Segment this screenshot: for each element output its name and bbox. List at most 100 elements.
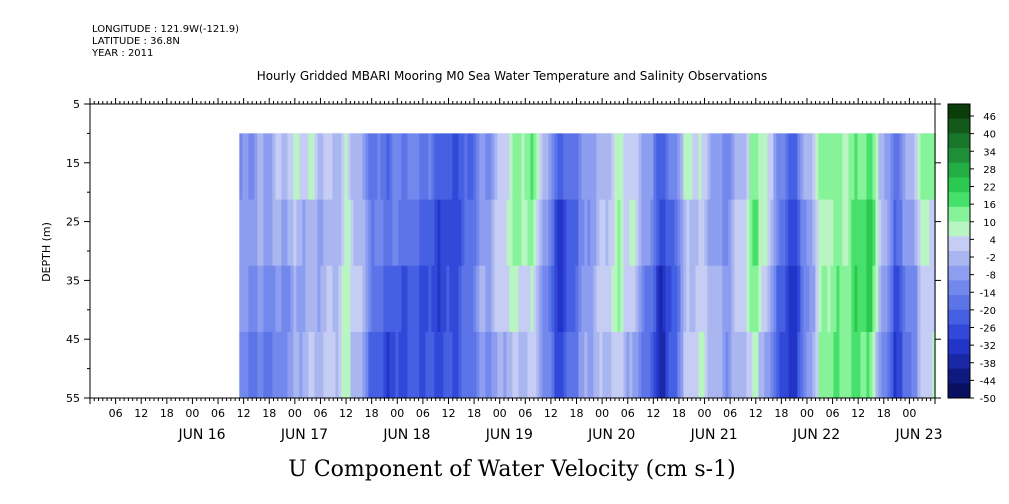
velocity-cell [638, 331, 642, 399]
velocity-cell [677, 199, 681, 267]
velocity-cell [614, 331, 618, 399]
velocity-cell [917, 199, 921, 267]
velocity-cell [626, 199, 630, 267]
velocity-cell [533, 133, 537, 201]
velocity-cell [608, 199, 612, 267]
colorbar-swatch [948, 192, 970, 208]
velocity-cell [452, 331, 456, 399]
x-hour-label: 06 [621, 407, 635, 420]
velocity-cell [371, 331, 375, 399]
velocity-cell [245, 199, 249, 267]
velocity-cell [824, 199, 828, 267]
velocity-cell [308, 199, 312, 267]
velocity-cell [413, 331, 417, 399]
velocity-cell [707, 265, 711, 333]
velocity-cell [677, 265, 681, 333]
velocity-cell [914, 265, 918, 333]
velocity-cell [617, 265, 621, 333]
velocity-cell [905, 265, 909, 333]
colorbar-label: -8 [986, 271, 996, 282]
velocity-cell [518, 133, 522, 201]
velocity-cell [494, 199, 498, 267]
velocity-cell [869, 331, 873, 399]
velocity-cell [911, 199, 915, 267]
velocity-cell [362, 199, 366, 267]
velocity-cell [635, 133, 639, 201]
velocity-cell [770, 199, 774, 267]
velocity-cell [563, 199, 567, 267]
velocity-cell [770, 265, 774, 333]
velocity-cell [500, 133, 504, 201]
velocity-cell [320, 199, 324, 267]
velocity-cell [437, 133, 441, 201]
velocity-cell [836, 133, 840, 201]
velocity-cell [416, 133, 420, 201]
velocity-cell [818, 331, 822, 399]
velocity-cell [881, 331, 885, 399]
velocity-cell [707, 199, 711, 267]
velocity-cell [494, 133, 498, 201]
colorbar-label: 28 [983, 165, 996, 176]
velocity-cell [623, 199, 627, 267]
x-hour-label: 12 [544, 407, 558, 420]
velocity-cell [821, 265, 825, 333]
velocity-cell [272, 133, 276, 201]
velocity-cell [542, 265, 546, 333]
velocity-cell [425, 133, 429, 201]
velocity-cell [266, 133, 270, 201]
velocity-cell [260, 265, 264, 333]
velocity-cell [614, 265, 618, 333]
velocity-cell [638, 133, 642, 201]
velocity-cell [689, 133, 693, 201]
velocity-cell [302, 133, 306, 201]
velocity-cell [818, 133, 822, 201]
velocity-cell [863, 265, 867, 333]
velocity-cell [830, 331, 834, 399]
velocity-cell [341, 199, 345, 267]
velocity-cell [743, 199, 747, 267]
velocity-cell [395, 265, 399, 333]
velocity-cell [689, 199, 693, 267]
velocity-cell [326, 331, 330, 399]
velocity-cell [485, 265, 489, 333]
velocity-cell [506, 199, 510, 267]
velocity-cell [512, 133, 516, 201]
velocity-cell [701, 331, 705, 399]
velocity-cell [464, 133, 468, 201]
x-day-label: JUN 19 [485, 427, 533, 443]
velocity-cell [299, 331, 303, 399]
velocity-cell [857, 133, 861, 201]
velocity-cell [887, 199, 891, 267]
colorbar-swatch [948, 280, 970, 296]
velocity-cell [812, 331, 816, 399]
velocity-cell [389, 265, 393, 333]
velocity-cell [422, 133, 426, 201]
velocity-cell [377, 133, 381, 201]
velocity-cell [731, 265, 735, 333]
velocity-cell [725, 265, 729, 333]
velocity-cell [476, 331, 480, 399]
velocity-cell [344, 331, 348, 399]
velocity-cell [782, 265, 786, 333]
x-day-label: JUN 17 [280, 427, 328, 443]
velocity-cell [908, 199, 912, 267]
velocity-cell [911, 265, 915, 333]
velocity-cell [680, 331, 684, 399]
colorbar-label: -50 [980, 394, 996, 405]
velocity-cell [374, 199, 378, 267]
velocity-cell [902, 265, 906, 333]
velocity-cell [914, 133, 918, 201]
velocity-cell [887, 331, 891, 399]
velocity-cell [440, 265, 444, 333]
velocity-cell [827, 331, 831, 399]
velocity-cell [899, 199, 903, 267]
velocity-cell [899, 331, 903, 399]
velocity-cell [893, 331, 897, 399]
x-hour-label: 00 [288, 407, 302, 420]
velocity-cell [383, 265, 387, 333]
velocity-cell [548, 331, 552, 399]
velocity-cell [857, 199, 861, 267]
velocity-cell [800, 199, 804, 267]
velocity-cell [800, 265, 804, 333]
